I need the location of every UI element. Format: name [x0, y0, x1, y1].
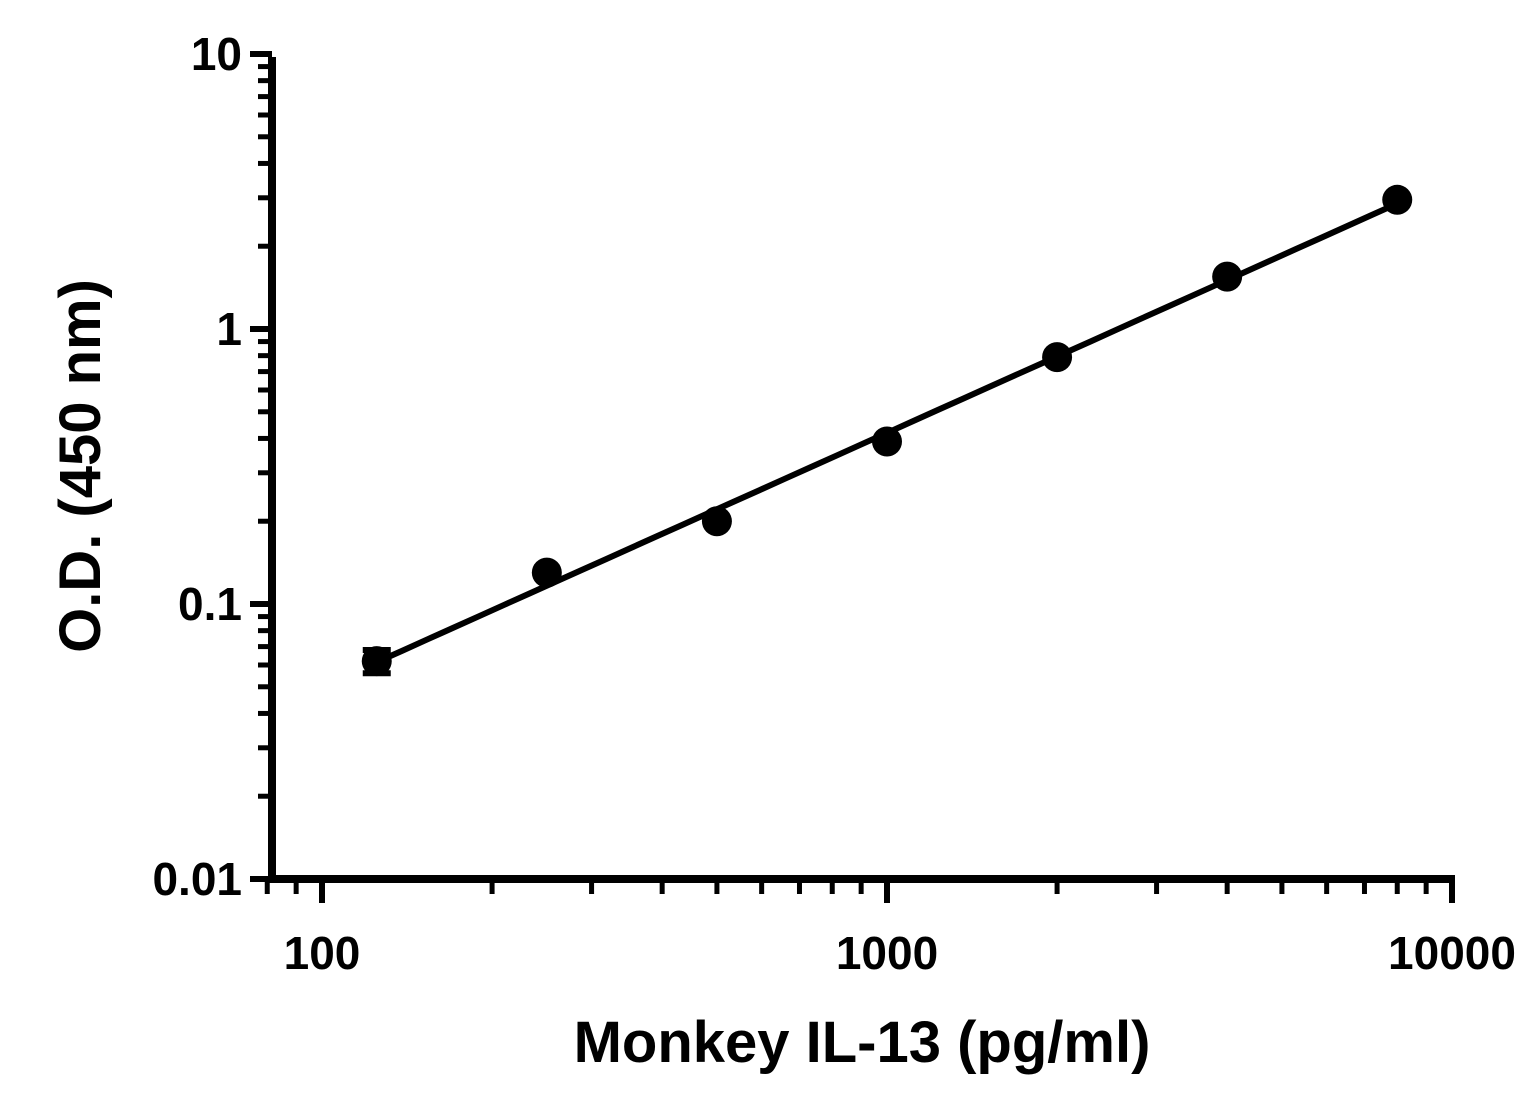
data-point [701, 506, 732, 537]
y-tick-layer: 0.01 0.1 1 10 [152, 28, 272, 905]
y-tick-label: 10 [191, 28, 242, 80]
data-point [1042, 342, 1073, 373]
data-point [531, 557, 562, 588]
data-point [361, 646, 392, 677]
data-point [872, 426, 902, 457]
y-tick-label: 0.01 [152, 853, 242, 905]
x-axis-title: Monkey IL-13 (pg/ml) [574, 1010, 1151, 1075]
x-tick-label: 1000 [836, 927, 938, 979]
data-point-layer [361, 184, 1413, 677]
data-point [1212, 261, 1243, 292]
x-tick-layer: 100 1000 10000 [264, 879, 1516, 979]
x-tick-label: 10000 [1388, 927, 1516, 979]
y-tick-label: 0.1 [178, 578, 242, 630]
axis-layer [268, 57, 1455, 883]
x-tick-label: 100 [284, 927, 361, 979]
y-axis-title: O.D. (450 nm) [48, 279, 113, 653]
y-tick-label: 1 [216, 303, 242, 355]
data-point [1382, 184, 1413, 215]
